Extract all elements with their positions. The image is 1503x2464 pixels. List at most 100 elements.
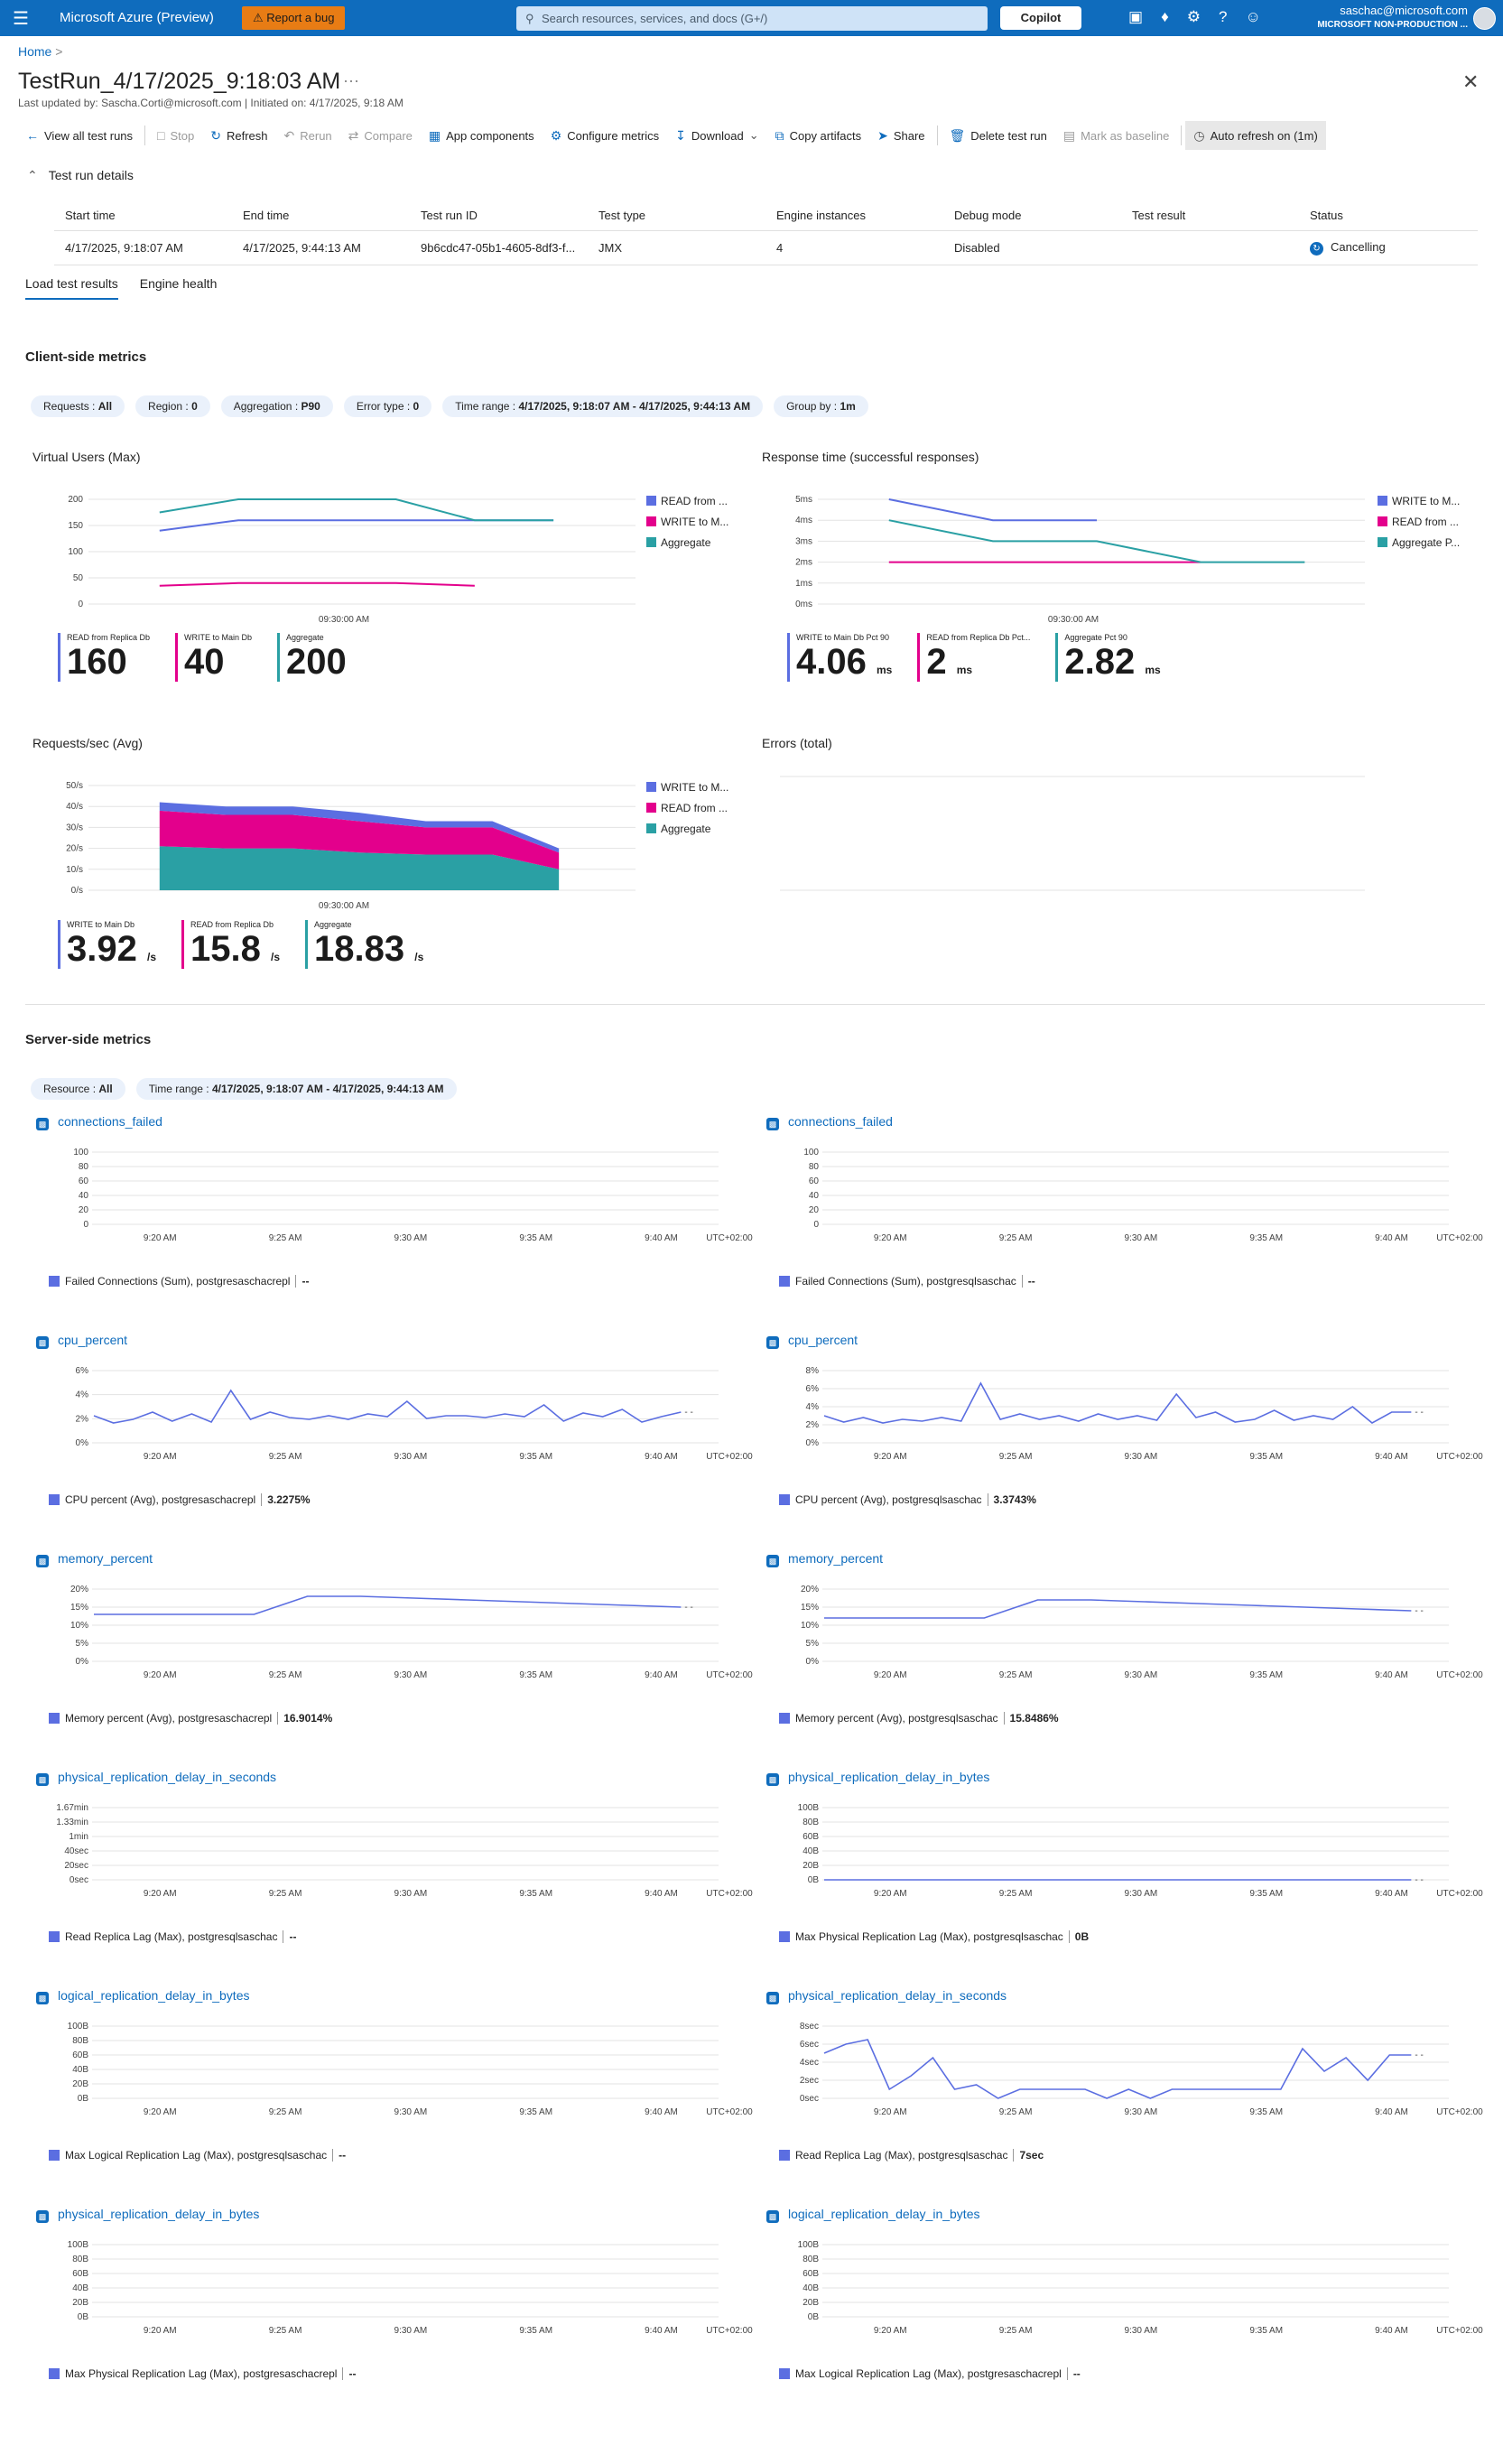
auto-refresh-button[interactable]: ◷ Auto refresh on (1m) <box>1185 121 1326 150</box>
legend-label: READ from ... <box>1392 516 1460 528</box>
metric-title-link[interactable]: ▩ memory_percent <box>766 1551 883 1567</box>
hamburger-menu-icon[interactable]: ☰ <box>13 9 29 29</box>
legend-item[interactable]: READ from ... <box>646 491 728 512</box>
metric-title-link[interactable]: ▩ connections_failed <box>766 1114 893 1130</box>
metric-legend[interactable]: Failed Connections (Sum), postgresaschac… <box>49 1275 310 1288</box>
metric-legend[interactable]: CPU percent (Avg), postgresqlsaschac 3.37… <box>779 1493 1036 1506</box>
metric-title-link[interactable]: ▩ physical_replication_delay_in_seconds <box>36 1770 276 1786</box>
filter-aggregation[interactable]: Aggregation : P90 <box>220 395 333 417</box>
metric-legend[interactable]: Max Physical Replication Lag (Max), post… <box>779 1930 1090 1943</box>
filter-requests[interactable]: Requests : All <box>31 395 125 417</box>
metric-legend[interactable]: CPU percent (Avg), postgresaschacrepl 3.2… <box>49 1493 311 1506</box>
legend-item[interactable]: READ from ... <box>1378 512 1460 533</box>
y-tick-label: 40sec <box>64 1846 88 1856</box>
brand-title[interactable]: Microsoft Azure (Preview) <box>60 10 214 25</box>
metric-legend[interactable]: Read Replica Lag (Max), postgresqlsascha… <box>779 2149 1044 2162</box>
x-tick-label: 9:20 AM <box>144 1233 177 1243</box>
filter-error-type[interactable]: Error type : 0 <box>343 395 432 417</box>
report-bug-button[interactable]: ⚠ Report a bug <box>242 6 346 30</box>
kpi-value: 18.83 /s <box>314 929 423 977</box>
legend-item[interactable]: WRITE to M... <box>646 777 728 798</box>
filter-region[interactable]: Region : 0 <box>135 395 210 417</box>
metric-legend[interactable]: Max Physical Replication Lag (Max), post… <box>49 2367 357 2380</box>
notifications-icon[interactable]: ♦ <box>1161 8 1169 25</box>
metric-title-link[interactable]: ▩ memory_percent <box>36 1551 153 1567</box>
legend-swatch <box>779 1713 790 1724</box>
close-icon[interactable]: ✕ <box>1462 70 1480 93</box>
metric-title-link[interactable]: ▩ logical_replication_delay_in_bytes <box>36 1988 249 2004</box>
copy-artifacts-button[interactable]: ⧉ Copy artifacts <box>767 121 869 150</box>
more-options-icon[interactable]: ⋯ <box>343 72 359 90</box>
compare-button[interactable]: ⇄ Compare <box>340 121 421 150</box>
metric-title-link[interactable]: ▩ physical_replication_delay_in_seconds <box>766 1988 1007 2004</box>
legend-item[interactable]: WRITE to M... <box>1378 491 1460 512</box>
kpi-label: Aggregate <box>286 633 324 642</box>
test-run-id-cell[interactable]: 9b6cdc47-05b1-4605-8df3-f... <box>421 241 576 255</box>
copilot-button[interactable]: Copilot <box>1000 6 1081 30</box>
stop-button[interactable]: □ Stop <box>149 121 202 150</box>
server-metric-panel: ▩ connections_failed 0 20 40 60 80 100 9:20 AM 9:… <box>766 1114 1483 1333</box>
legend-item[interactable]: Aggregate P... <box>1378 533 1460 553</box>
filter-resource[interactable]: Resource : All <box>31 1078 125 1100</box>
metric-legend[interactable]: Memory percent (Avg), postgresaschacrepl… <box>49 1712 333 1725</box>
x-tick-label: 9:30 AM <box>1125 1452 1158 1462</box>
metric-legend[interactable]: Memory percent (Avg), postgresqlsaschac 1… <box>779 1712 1059 1725</box>
metric-title-link[interactable]: ▩ cpu_percent <box>36 1333 127 1349</box>
legend-item[interactable]: Aggregate <box>646 819 728 840</box>
tab-load-test-results[interactable]: Load test results <box>25 276 118 300</box>
rerun-button[interactable]: ↶ Rerun <box>276 121 340 150</box>
feedback-icon[interactable]: ☺ <box>1245 8 1261 25</box>
test-run-details-table: Start time End time Test run ID Test typ… <box>54 200 1478 265</box>
download-button[interactable]: ↧ Download ⌄ <box>667 121 766 150</box>
settings-icon[interactable]: ⚙ <box>1186 8 1201 25</box>
legend-swatch <box>779 1276 790 1287</box>
metric-legend[interactable]: Max Logical Replication Lag (Max), postg… <box>779 2367 1081 2380</box>
kpi-value: 200 <box>286 642 347 682</box>
x-tick-label: 9:40 AM <box>1375 1889 1408 1899</box>
breadcrumb-home[interactable]: Home <box>18 44 52 59</box>
account-info[interactable]: saschac@microsoft.com MICROSOFT NON-PROD… <box>1291 4 1468 33</box>
legend-value: 0B <box>1068 1930 1090 1943</box>
metric-legend[interactable]: Read Replica Lag (Max), postgresqlsascha… <box>49 1930 297 1943</box>
refresh-button[interactable]: ↻ Refresh <box>202 121 275 150</box>
metric-title-link[interactable]: ▩ cpu_percent <box>766 1333 858 1349</box>
tab-engine-health[interactable]: Engine health <box>139 276 218 291</box>
app-components-button[interactable]: ▦ App components <box>421 121 543 150</box>
metric-title-link[interactable]: ▩ logical_replication_delay_in_bytes <box>766 2207 979 2223</box>
legend-label: Memory percent (Avg), postgresaschacrepl <box>65 1712 273 1725</box>
metric-title-link[interactable]: ▩ physical_replication_delay_in_bytes <box>36 2207 259 2223</box>
delete-test-run-button[interactable]: 🗑 Delete test run <box>942 121 1055 150</box>
metric-title-link[interactable]: ▩ connections_failed <box>36 1114 162 1130</box>
search-input[interactable]: ⚲ Search resources, services, and docs (G… <box>516 6 988 31</box>
tab-list: Load test results Engine health <box>25 276 217 300</box>
kpi-label: WRITE to Main Db Pct 90 <box>796 633 890 642</box>
y-tick-label: 5ms <box>795 495 812 505</box>
x-tick-label: 9:20 AM <box>874 2107 907 2117</box>
view-all-test-runs-button[interactable]: ← View all test runs <box>18 121 141 150</box>
cloud-shell-icon[interactable]: ▣ <box>1128 8 1144 25</box>
metric-legend[interactable]: Max Logical Replication Lag (Max), postg… <box>49 2149 347 2162</box>
legend-swatch <box>1378 496 1387 506</box>
share-button[interactable]: ➤ Share <box>869 121 932 150</box>
series-end-marker: - - <box>1415 2050 1423 2060</box>
timezone-label: UTC+02:00 <box>706 1670 753 1680</box>
metric-title: physical_replication_delay_in_seconds <box>788 1988 1007 2003</box>
filter-time-range[interactable]: Time range : 4/17/2025, 9:18:07 AM - 4/1… <box>442 395 764 417</box>
legend-item[interactable]: Aggregate <box>646 533 728 553</box>
legend-label: Max Logical Replication Lag (Max), postg… <box>795 2367 1062 2380</box>
mark-as-baseline-button[interactable]: ▤ Mark as baseline <box>1055 121 1178 150</box>
filter-group-by[interactable]: Group by : 1m <box>774 395 868 417</box>
avatar[interactable] <box>1473 7 1496 30</box>
y-tick-label: 80 <box>79 1162 89 1172</box>
configure-metrics-button[interactable]: ⚙ Configure metrics <box>543 121 667 150</box>
help-icon[interactable]: ? <box>1219 8 1228 25</box>
legend-item[interactable]: READ from ... <box>646 798 728 819</box>
x-tick-label: 9:25 AM <box>999 1670 1033 1680</box>
filter-time-range[interactable]: Time range : 4/17/2025, 9:18:07 AM - 4/1… <box>135 1078 457 1100</box>
kpi-card: Aggregate 18.83 /s <box>305 920 423 969</box>
metric-title-link[interactable]: ▩ physical_replication_delay_in_bytes <box>766 1770 989 1786</box>
metric-legend[interactable]: Failed Connections (Sum), postgresqlsasc… <box>779 1275 1035 1288</box>
line-series <box>888 519 1305 563</box>
test-run-details-toggle[interactable]: ⌃ Test run details <box>27 168 134 183</box>
legend-item[interactable]: WRITE to M... <box>646 512 728 533</box>
